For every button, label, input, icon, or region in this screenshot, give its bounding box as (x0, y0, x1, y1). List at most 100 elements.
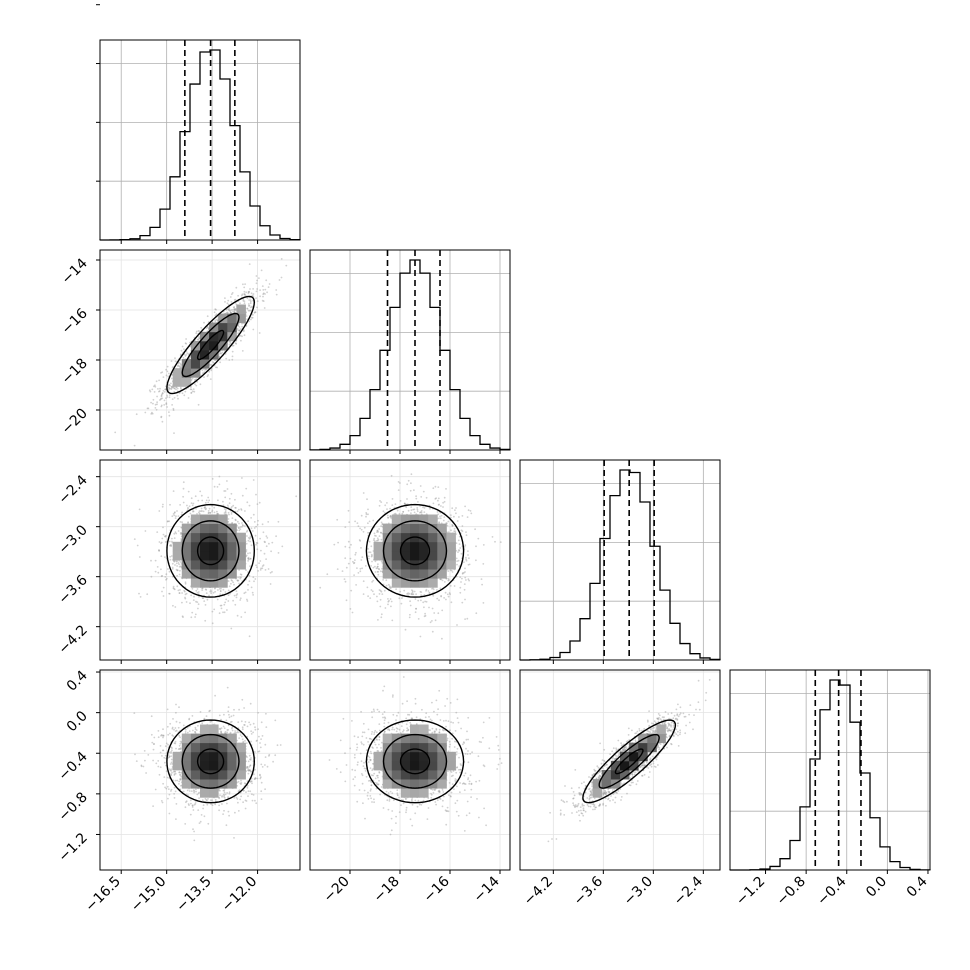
sample-point (168, 387, 171, 390)
x-tick-label: −1.2 (733, 874, 768, 909)
panel-frame (99, 459, 301, 661)
sample-point (174, 360, 177, 363)
sample-point (160, 405, 163, 408)
sample-point (379, 500, 381, 502)
sample-point (165, 403, 168, 406)
sample-point (192, 599, 195, 601)
sample-point (228, 716, 231, 719)
sample-point (207, 512, 210, 514)
sample-point (407, 594, 410, 597)
sample-point (250, 292, 253, 295)
sample-point (396, 509, 399, 512)
sample-point (366, 586, 369, 589)
sample-point (250, 586, 253, 589)
sample-point (193, 595, 195, 598)
sample-point (222, 588, 225, 591)
sample-point (247, 309, 250, 312)
sample-point (164, 535, 167, 538)
sample-point (168, 540, 171, 543)
sample-point (248, 580, 251, 583)
sample-point (425, 496, 428, 499)
sample-point (258, 501, 261, 504)
sample-point (146, 407, 149, 410)
sample-point (366, 498, 368, 501)
sample-point (410, 593, 413, 596)
sample-point (160, 394, 163, 397)
sample-point (196, 338, 199, 341)
sample-point (234, 342, 237, 345)
sample-point (161, 420, 164, 423)
sample-point (237, 790, 240, 793)
sample-point (160, 541, 163, 544)
sample-point (243, 592, 246, 595)
sample-point (456, 520, 459, 522)
density-cell (236, 532, 246, 543)
sample-point (186, 352, 189, 355)
sample-point (181, 511, 184, 514)
density-cell (172, 368, 183, 378)
sample-point (158, 549, 160, 551)
sample-point (455, 542, 458, 545)
sample-point (179, 521, 182, 523)
sample-point (414, 598, 417, 600)
sample-point (241, 294, 243, 297)
sample-point (365, 513, 368, 516)
sample-point (367, 548, 369, 550)
sample-point (206, 315, 209, 318)
sample-point (238, 326, 241, 328)
sample-point (176, 569, 179, 572)
sample-point (219, 593, 222, 595)
sample-point (374, 534, 376, 537)
density-cell (428, 569, 438, 579)
sample-point (165, 577, 168, 580)
sample-point (465, 534, 468, 537)
sample-point (403, 502, 406, 505)
sample-point (170, 746, 173, 749)
sample-point (205, 368, 208, 371)
sample-point (255, 493, 257, 496)
sample-point (258, 332, 261, 334)
sample-point (422, 506, 424, 509)
sample-point (165, 534, 167, 537)
histogram-step (729, 679, 931, 871)
sample-point (180, 784, 182, 787)
sample-point (183, 590, 186, 593)
sample-point (227, 520, 230, 523)
sample-point (233, 306, 236, 308)
density-shading (172, 514, 246, 588)
sample-point (347, 562, 350, 565)
sample-point (475, 545, 477, 548)
sample-point (241, 335, 243, 338)
sample-point (369, 551, 372, 554)
sample-point (239, 302, 241, 305)
density-cell (236, 313, 246, 324)
sample-point (171, 566, 174, 569)
sample-point (171, 726, 174, 729)
sample-point (184, 581, 187, 584)
sample-point (228, 341, 231, 343)
sample-point (247, 560, 250, 562)
sample-point (248, 558, 251, 561)
sample-point (233, 583, 235, 586)
sample-point (417, 599, 420, 602)
sample-point (158, 510, 161, 512)
sample-point (206, 330, 209, 333)
sample-point (201, 369, 204, 372)
sample-point (161, 393, 163, 396)
sample-point (179, 742, 182, 745)
sample-point (379, 605, 382, 608)
sample-point (390, 474, 393, 477)
sample-point (225, 311, 228, 314)
density-cell (181, 560, 192, 570)
density-cell (209, 331, 219, 342)
sample-point (213, 506, 216, 509)
sample-point (159, 398, 162, 401)
sample-point (417, 501, 419, 503)
density-cell (437, 532, 447, 543)
sample-point (168, 414, 171, 417)
sample-point (233, 308, 236, 310)
sample-point (409, 613, 411, 616)
contour-level-1 (399, 536, 431, 566)
density-cell (419, 541, 429, 552)
density-cell (227, 560, 237, 570)
